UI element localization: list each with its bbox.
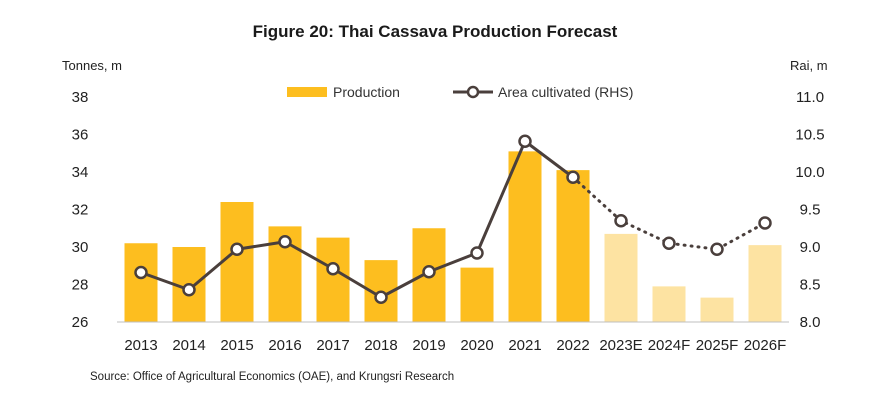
x-tick-label: 2023E xyxy=(599,337,642,354)
left-tick-label: 32 xyxy=(72,202,89,219)
right-tick-label: 10.0 xyxy=(795,164,824,181)
production-bar-2026F xyxy=(748,245,782,322)
production-bar-2025F xyxy=(700,297,734,322)
area-point-2013 xyxy=(134,265,148,280)
area-point-2026F xyxy=(758,216,772,230)
production-bar-2017 xyxy=(316,237,350,322)
x-tick-label: 2013 xyxy=(124,337,157,354)
legend-production-swatch xyxy=(287,87,327,97)
legend-production-label: Production xyxy=(333,84,400,100)
right-tick-label: 8.5 xyxy=(800,277,821,294)
bars-layer xyxy=(124,151,782,322)
area-point-2018 xyxy=(374,290,388,304)
legend: Production Area cultivated (RHS) xyxy=(287,84,633,100)
area-point-2024F xyxy=(662,236,676,250)
left-tick-label: 30 xyxy=(72,239,89,256)
legend-area-marker xyxy=(466,85,480,99)
x-tick-label: 2026F xyxy=(744,337,787,354)
x-tick-label: 2016 xyxy=(268,337,301,354)
right-tick-label: 11.0 xyxy=(796,89,824,106)
x-tick-label: 2014 xyxy=(172,337,205,354)
x-tick-label: 2025F xyxy=(696,337,739,354)
right-axis-unit: Rai, m xyxy=(790,58,828,73)
production-bar-2020 xyxy=(460,267,494,322)
left-tick-label: 34 xyxy=(72,164,89,181)
production-bar-2013 xyxy=(124,243,158,322)
area-point-2019 xyxy=(422,265,436,279)
right-tick-label: 9.5 xyxy=(800,202,821,219)
area-point-2020 xyxy=(470,246,484,260)
production-bar-2023E xyxy=(604,233,638,322)
left-tick-label: 38 xyxy=(72,89,89,106)
source-note: Source: Office of Agricultural Economics… xyxy=(90,371,455,383)
area-point-2017 xyxy=(326,262,340,276)
production-bar-2024F xyxy=(652,286,686,322)
right-tick-label: 10.5 xyxy=(795,127,824,144)
area-point-2025F xyxy=(710,242,724,256)
right-tick-label: 9.0 xyxy=(800,239,821,256)
production-bar-2022 xyxy=(556,170,590,322)
x-tick-label: 2021 xyxy=(508,337,541,354)
left-tick-label: 26 xyxy=(72,314,89,331)
left-tick-label: 36 xyxy=(72,127,89,144)
production-bar-2015 xyxy=(220,202,254,322)
chart-title: Figure 20: Thai Cassava Production Forec… xyxy=(252,22,618,41)
x-tick-label: 2024F xyxy=(648,337,691,354)
area-line-actual xyxy=(140,139,574,299)
x-tick-label: 2020 xyxy=(460,337,493,354)
x-tick-label: 2022 xyxy=(556,337,589,354)
x-tick-label: 2015 xyxy=(220,337,253,354)
left-axis-unit: Tonnes, m xyxy=(62,58,122,73)
x-tick-label: 2018 xyxy=(364,337,397,354)
right-tick-label: 8.0 xyxy=(800,314,821,331)
area-point-2016 xyxy=(278,235,292,249)
x-tick-label: 2017 xyxy=(316,337,349,354)
axis-layer: 26 28 30 32 34 36 38 8.0 8.5 9.0 9.5 10.0 10.5 11.0 20… xyxy=(72,89,825,354)
area-point-2015 xyxy=(230,242,244,256)
area-point-2014 xyxy=(182,283,196,297)
left-tick-label: 28 xyxy=(72,277,89,294)
x-tick-label: 2019 xyxy=(412,337,445,354)
line-layer xyxy=(134,134,772,304)
area-point-2021 xyxy=(518,134,532,148)
legend-area-label: Area cultivated (RHS) xyxy=(498,84,633,100)
area-point-2022 xyxy=(566,170,580,184)
production-bar-2021 xyxy=(508,151,542,322)
area-point-2023E xyxy=(614,214,628,228)
